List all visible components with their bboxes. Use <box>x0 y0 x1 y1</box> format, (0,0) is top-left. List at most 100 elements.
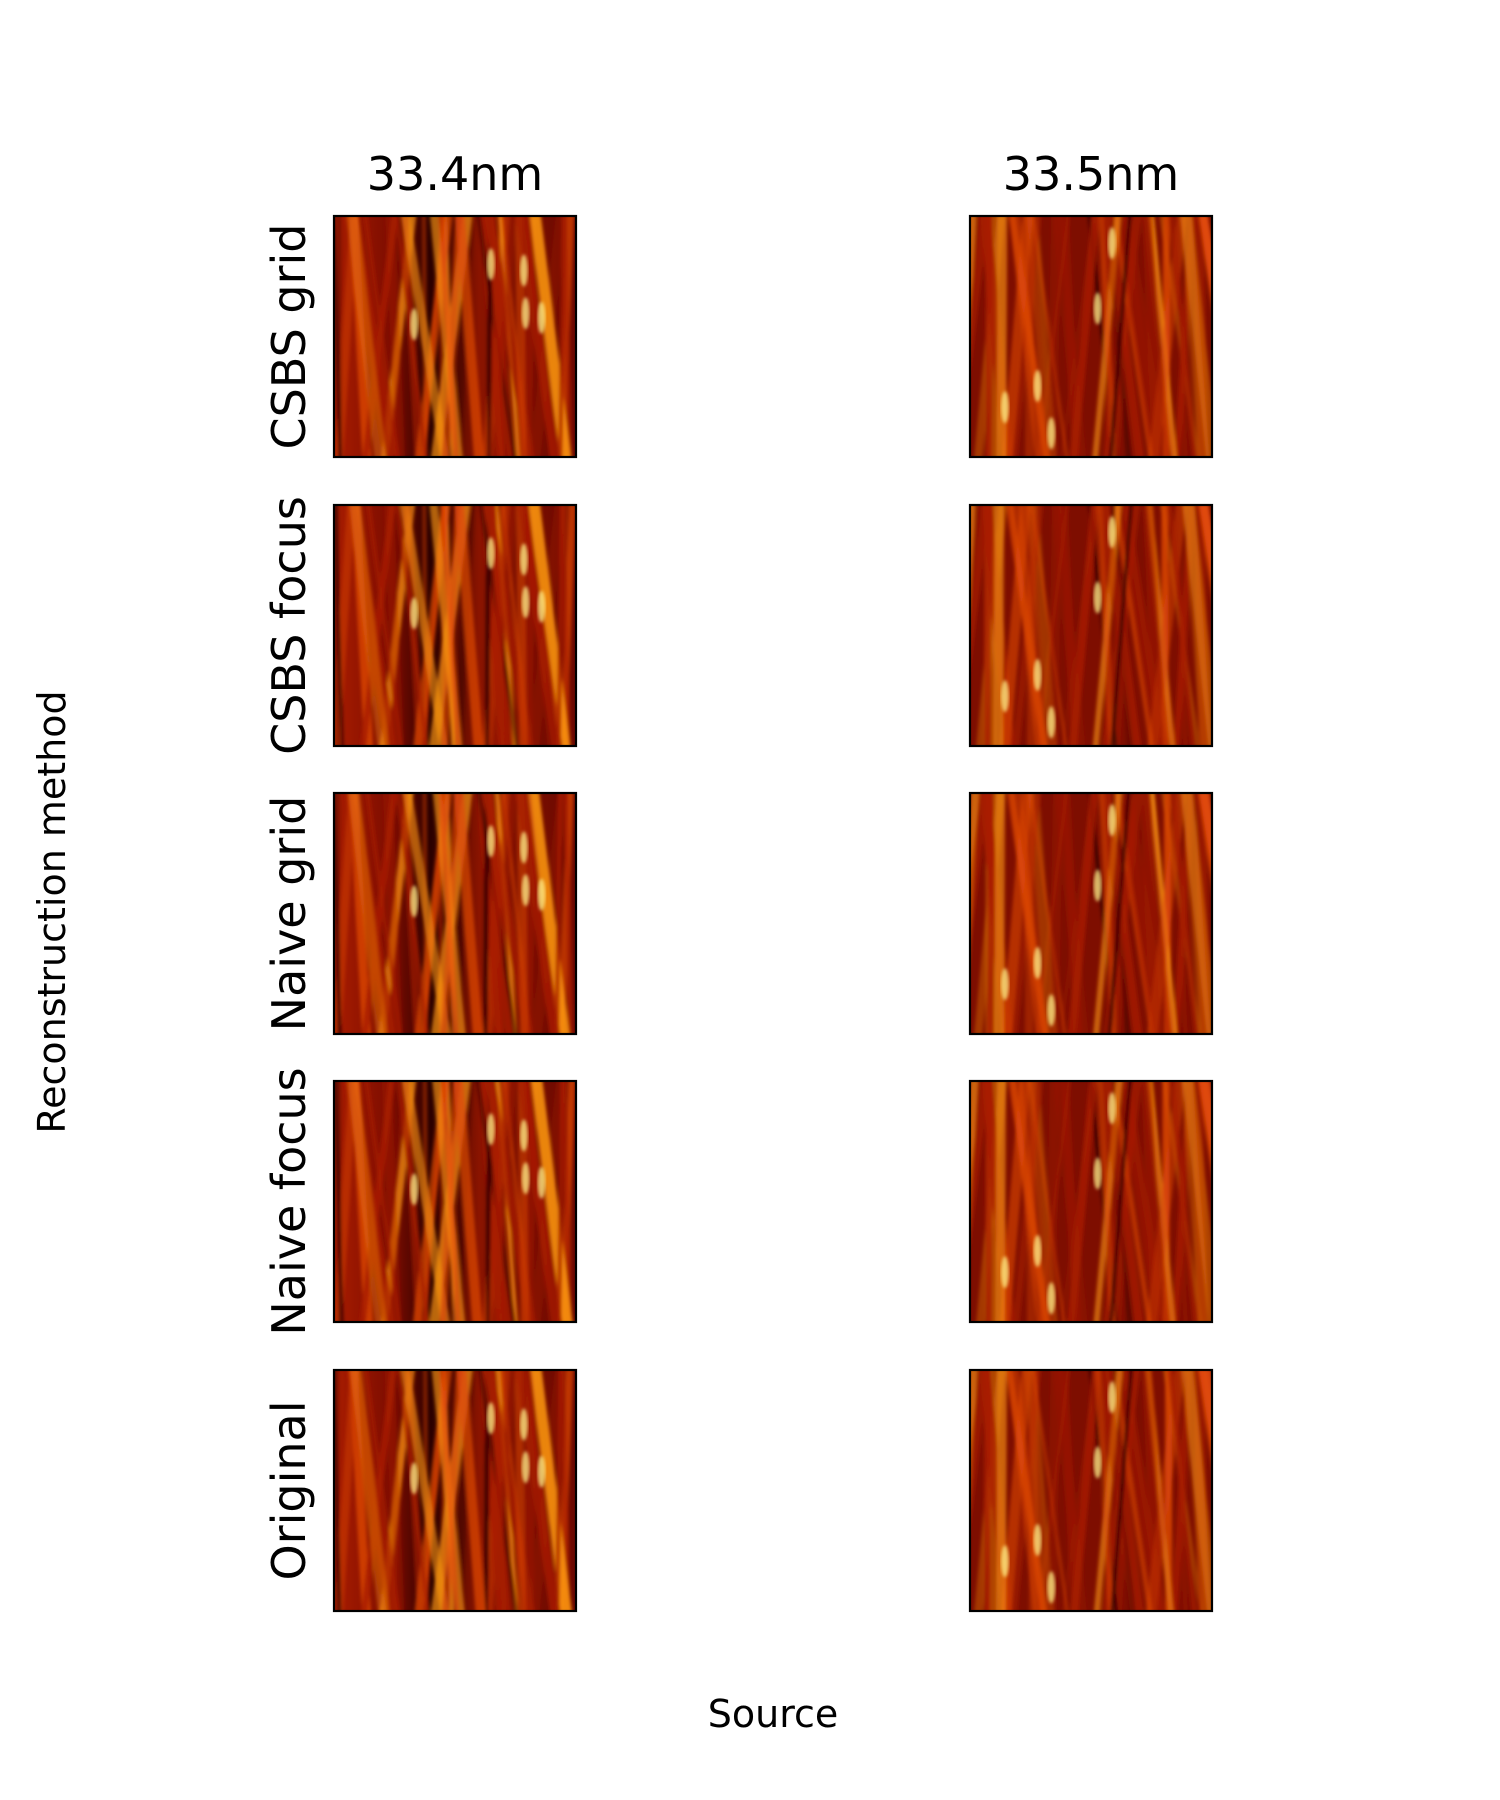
intensity-streak <box>349 505 389 746</box>
intensity-streak <box>525 1370 557 1611</box>
intensity-streak <box>1005 505 1048 746</box>
intensity-streak <box>334 505 340 746</box>
panel-frame <box>332 503 578 748</box>
intensity-peak <box>1047 1571 1056 1604</box>
intensity-streak <box>561 1081 572 1322</box>
intensity-streak <box>996 216 1008 457</box>
intensity-streak <box>1068 505 1099 746</box>
intensity-streak <box>1113 505 1155 746</box>
intensity-streak <box>993 505 1005 746</box>
intensity-streak <box>995 1081 1006 1322</box>
intensity-streak <box>1110 1370 1134 1611</box>
intensity-peak <box>521 1451 530 1484</box>
intensity-peak <box>1033 369 1042 402</box>
intensity-streak <box>1097 505 1142 746</box>
intensity-streak <box>1096 505 1115 746</box>
intensity-streak <box>1198 793 1212 888</box>
intensity-streak <box>1027 505 1037 746</box>
intensity-streak <box>438 793 460 1034</box>
intensity-streak <box>400 1370 450 1611</box>
intensity-streak <box>336 216 343 457</box>
intensity-streak <box>1048 793 1063 1034</box>
intensity-streak <box>402 793 452 1034</box>
intensity-streak <box>1070 1370 1101 1611</box>
intensity-streak <box>1182 793 1211 1034</box>
intensity-streak <box>1067 793 1098 1034</box>
intensity-streak <box>1067 1081 1098 1322</box>
intensity-streak <box>441 216 464 457</box>
intensity-streak <box>525 793 556 1034</box>
heatmap-panel-csbs-grid-33-4nm <box>334 216 576 457</box>
intensity-streak <box>1142 1370 1176 1611</box>
intensity-peak <box>410 308 419 341</box>
intensity-streak <box>349 1370 390 1611</box>
intensity-peak <box>486 248 495 281</box>
intensity-streak <box>401 1081 451 1322</box>
intensity-streak <box>1180 216 1210 457</box>
intensity-streak <box>384 505 404 746</box>
intensity-peak <box>1033 1234 1042 1267</box>
intensity-streak <box>970 1370 978 1502</box>
intensity-streak <box>385 216 405 457</box>
intensity-peak <box>1000 680 1009 713</box>
intensity-streak <box>485 1370 517 1611</box>
intensity-streak <box>336 1081 343 1322</box>
intensity-streak <box>530 1370 572 1611</box>
intensity-streak <box>1001 1370 1032 1611</box>
intensity-streak <box>524 216 556 457</box>
intensity-streak <box>554 793 563 1034</box>
intensity-streak <box>483 793 490 1034</box>
intensity-peak <box>1093 581 1102 614</box>
intensity-streak <box>335 793 341 1034</box>
intensity-peak <box>519 254 528 287</box>
intensity-streak <box>1002 216 1033 457</box>
intensity-streak <box>1029 793 1067 1034</box>
intensity-streak <box>522 505 554 746</box>
column-title: 33.4nm <box>367 147 543 201</box>
intensity-streak <box>346 216 387 457</box>
intensity-peak <box>1000 1256 1009 1289</box>
panel-frame <box>968 503 1214 748</box>
intensity-streak <box>1096 1081 1116 1322</box>
intensity-streak <box>556 505 565 746</box>
intensity-streak <box>384 1370 405 1611</box>
panel-frame <box>968 791 1214 1036</box>
intensity-peak <box>486 825 495 858</box>
intensity-streak <box>1168 1081 1198 1322</box>
intensity-streak <box>486 505 517 746</box>
intensity-streak <box>438 1370 460 1611</box>
intensity-streak <box>1005 1370 1048 1611</box>
intensity-peak <box>486 1402 495 1435</box>
intensity-streak <box>381 1081 402 1322</box>
column-title: 33.5nm <box>1003 147 1179 201</box>
panel-frame <box>968 1368 1214 1613</box>
row-label: CSBS grid <box>262 224 316 450</box>
panel-frame <box>332 1368 578 1613</box>
intensity-streak <box>994 793 1006 1034</box>
panel-frame <box>968 214 1214 459</box>
intensity-streak <box>486 216 517 457</box>
heatmap-panel-naive-grid-33-4nm <box>334 793 576 1034</box>
heatmap-panel-naive-focus-33-4nm <box>334 1081 576 1322</box>
panel-frame <box>968 1079 1214 1324</box>
intensity-streak <box>554 1370 563 1611</box>
intensity-streak <box>454 505 484 746</box>
intensity-streak <box>1142 793 1176 1034</box>
intensity-streak <box>440 1081 462 1322</box>
x-axis-label: Source <box>708 1692 839 1736</box>
intensity-streak <box>1108 216 1132 457</box>
intensity-peak <box>521 874 530 907</box>
intensity-streak <box>1095 1370 1114 1611</box>
intensity-streak <box>531 1081 573 1322</box>
intensity-streak <box>1173 505 1188 746</box>
heatmap-panel-naive-focus-33-5nm <box>970 1081 1212 1322</box>
row-label: CSBS focus <box>262 496 316 755</box>
intensity-peak <box>1047 417 1056 450</box>
intensity-streak <box>1069 216 1100 457</box>
intensity-peak <box>537 301 546 334</box>
row-label: Original <box>262 1400 316 1580</box>
intensity-streak <box>1008 1081 1051 1322</box>
intensity-peak <box>537 1455 546 1488</box>
intensity-peak <box>1107 227 1116 260</box>
row-label: Naive focus <box>262 1067 316 1335</box>
